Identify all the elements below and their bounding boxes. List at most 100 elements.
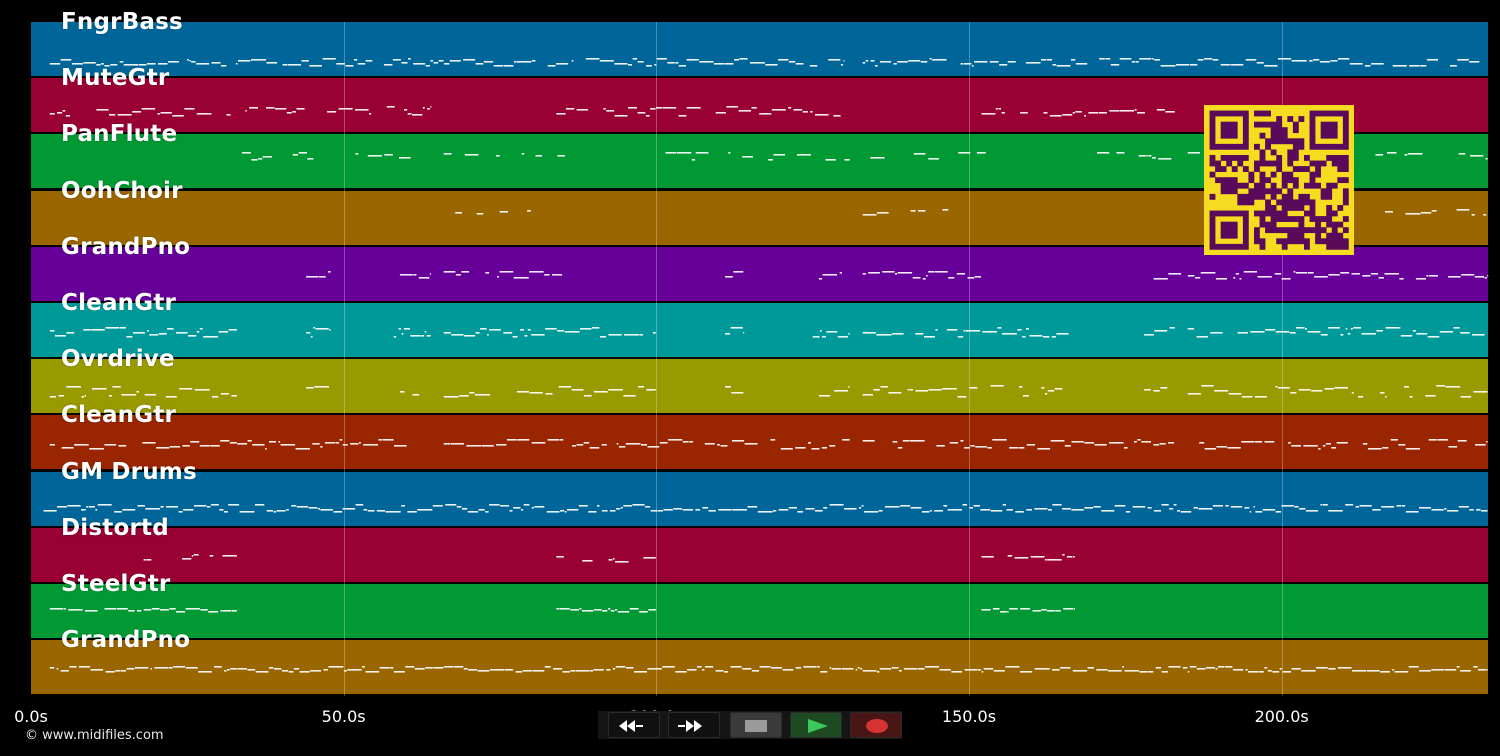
note-event: [228, 503, 240, 506]
record-button[interactable]: [850, 712, 902, 738]
time-tick-label: 200.0s: [1254, 707, 1309, 726]
note-event: [899, 670, 902, 672]
note-event: [1478, 669, 1485, 671]
note-event: [1230, 505, 1243, 508]
note-event: [668, 439, 683, 441]
note-event: [354, 59, 358, 61]
note-event: [1199, 442, 1205, 444]
note-event: [560, 608, 570, 610]
note-event: [1371, 63, 1384, 65]
note-event: [1007, 61, 1016, 63]
note-event: [414, 668, 425, 670]
note-event: [1160, 65, 1176, 67]
note-event: [910, 209, 916, 212]
note-event: [1169, 327, 1175, 329]
note-event: [56, 668, 59, 670]
note-event: [840, 64, 844, 66]
note-event: [820, 671, 828, 673]
note-event: [623, 395, 636, 397]
note-event: [126, 336, 133, 338]
fast-forward-icon: [678, 720, 702, 732]
note-event: [384, 154, 393, 156]
note-event: [702, 669, 705, 671]
note-event: [503, 332, 513, 334]
note-event: [615, 560, 629, 563]
note-event: [1084, 115, 1086, 117]
note-event: [255, 671, 269, 673]
note-event: [842, 439, 850, 441]
note-event: [463, 59, 476, 61]
note-event: [546, 510, 560, 513]
note-event: [1134, 109, 1137, 111]
note-event: [385, 510, 401, 513]
note-event: [928, 389, 942, 391]
note-event: [833, 115, 841, 117]
note-event: [209, 554, 214, 557]
note-event: [1182, 667, 1188, 669]
note-event: [695, 152, 709, 154]
note-event: [1325, 443, 1331, 445]
note-event: [119, 61, 124, 63]
note-event: [49, 444, 55, 446]
note-event: [1052, 64, 1057, 66]
note-event: [252, 444, 265, 446]
note-event: [1109, 110, 1120, 112]
note-event: [522, 670, 532, 672]
note-event: [964, 669, 978, 671]
note-event: [1054, 388, 1063, 390]
note-event: [1110, 64, 1120, 66]
fast-forward-button[interactable]: [668, 712, 720, 738]
note-event: [1187, 671, 1190, 673]
note-event: [1396, 504, 1402, 507]
stop-button[interactable]: [730, 712, 782, 738]
note-event: [513, 506, 521, 509]
track-name-label: GrandPno: [61, 233, 191, 260]
note-event: [278, 441, 281, 443]
note-event: [1328, 327, 1340, 329]
note-event: [1460, 670, 1471, 672]
note-event: [1022, 395, 1029, 397]
note-event: [417, 508, 433, 511]
note-event: [1253, 505, 1255, 508]
note-event: [1337, 667, 1352, 669]
note-event: [1152, 58, 1154, 60]
note-event: [199, 445, 210, 447]
note-event: [74, 444, 89, 446]
note-event: [691, 159, 696, 161]
note-events: [49, 327, 1485, 338]
note-event: [407, 510, 417, 513]
note-event: [1320, 503, 1323, 506]
note-event: [1026, 328, 1029, 330]
note-event: [579, 608, 582, 610]
note-event: [589, 670, 593, 672]
note-event: [557, 330, 564, 332]
note-event: [647, 446, 660, 448]
note-event: [1461, 273, 1475, 276]
note-event: [1108, 670, 1122, 672]
play-button[interactable]: [790, 712, 842, 738]
note-event: [1485, 158, 1488, 160]
note-event: [1457, 440, 1467, 442]
rewind-button[interactable]: [608, 712, 660, 738]
note-event: [220, 440, 230, 442]
note-event: [60, 670, 69, 672]
note-event: [861, 504, 864, 507]
note-event: [718, 508, 732, 511]
note-event: [92, 388, 107, 390]
note-event: [296, 108, 305, 110]
note-event: [513, 276, 529, 279]
note-event: [1098, 112, 1107, 114]
note-event: [967, 276, 975, 279]
note-event: [1311, 390, 1323, 392]
note-event: [1093, 505, 1101, 508]
note-event: [157, 113, 160, 115]
note-event: [169, 446, 180, 448]
note-event: [369, 113, 372, 115]
note-event: [143, 558, 146, 561]
note-event: [609, 509, 616, 512]
note-event: [49, 63, 61, 65]
note-event: [805, 507, 815, 510]
note-event: [101, 63, 104, 65]
note-event: [655, 107, 663, 109]
note-event: [929, 509, 932, 512]
